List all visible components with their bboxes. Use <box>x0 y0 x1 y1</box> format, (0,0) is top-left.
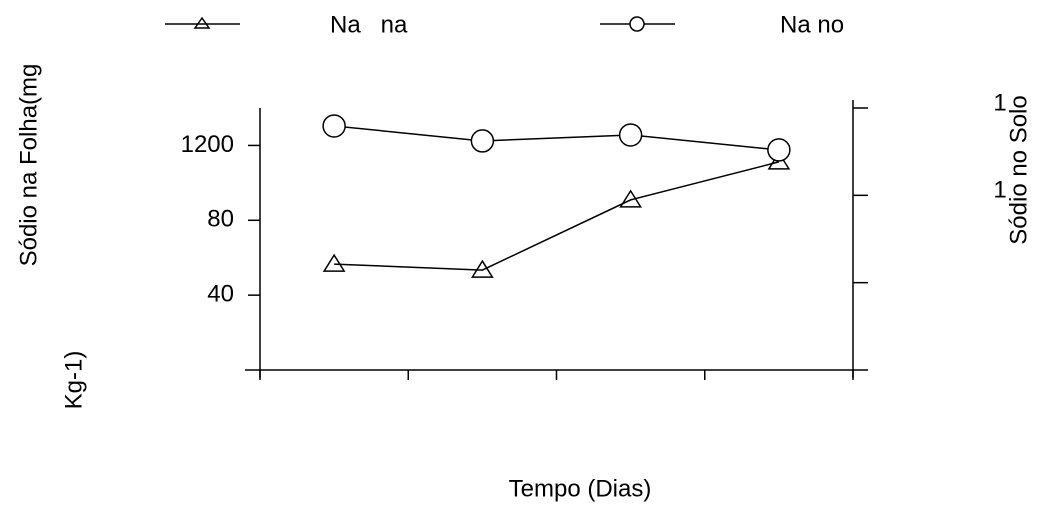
y-tick-label: 80 <box>207 206 234 233</box>
series-line <box>334 161 780 271</box>
y2-tick-label: 1 <box>993 89 1006 116</box>
legend-marker <box>629 16 645 32</box>
triangle-marker <box>619 189 642 208</box>
y-tick-label: 1200 <box>181 131 234 158</box>
y2-axis-title: Sódio no Solo <box>1005 95 1032 244</box>
legend-label: Na na <box>330 11 408 38</box>
circle-marker <box>470 129 495 153</box>
circle-marker <box>618 123 643 147</box>
triangle-marker <box>322 253 346 272</box>
legend-label: Na no <box>780 11 844 38</box>
circle-marker <box>767 138 791 162</box>
y2-tick-label: 1 <box>993 177 1006 204</box>
y-axis-unit: Kg-1) <box>60 351 87 410</box>
legend-marker <box>193 16 211 29</box>
triangle-marker <box>767 151 791 170</box>
triangle-marker <box>471 259 494 278</box>
series-line <box>334 125 779 151</box>
y-axis-title: Sódio na Folha(mg <box>15 64 42 267</box>
circle-marker <box>322 114 346 138</box>
x-axis-title: Tempo (Dias) <box>509 475 652 502</box>
y-tick-label: 40 <box>207 280 234 307</box>
